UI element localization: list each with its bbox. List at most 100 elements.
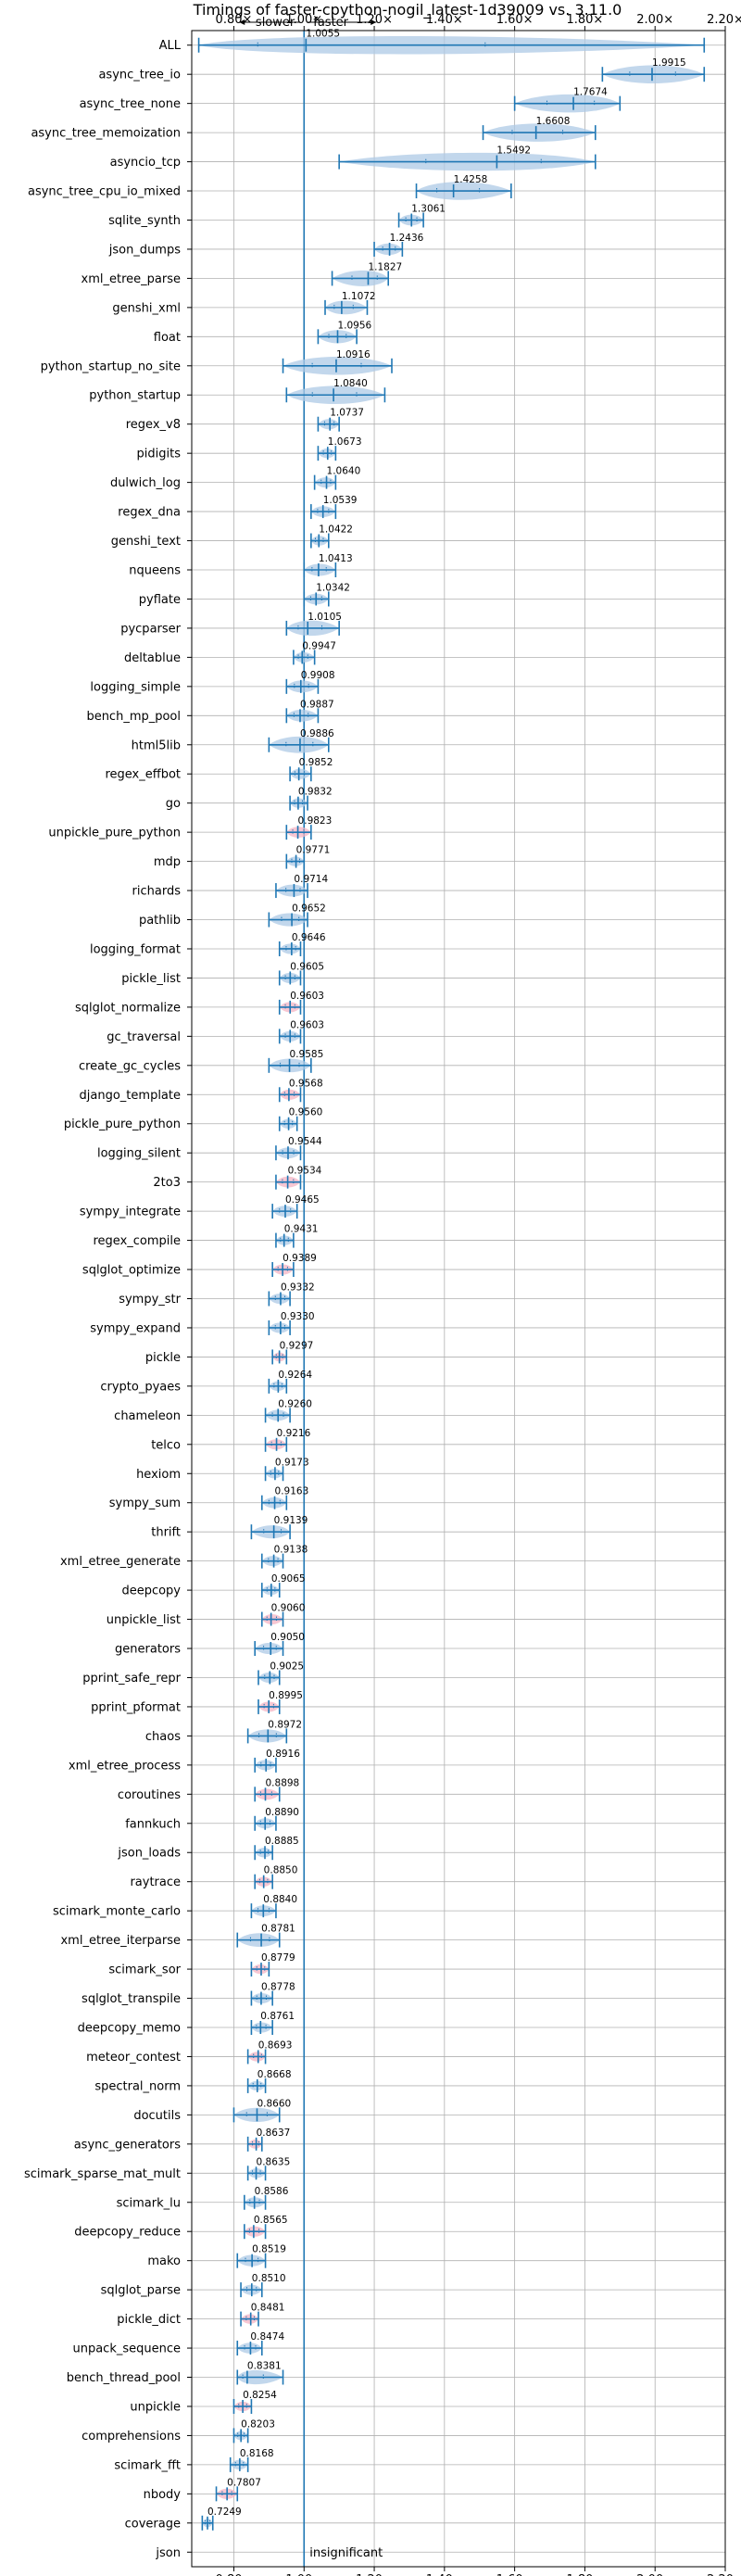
value-label: 0.8481 [251,2303,285,2314]
x-tick-label-bottom: 1.00× [285,2573,322,2576]
chart-title: Timings of faster-cpython-nogil_latest-1… [193,1,622,19]
value-label: 1.0916 [336,349,370,360]
benchmark-name-label: xml_etree_parse [82,272,181,286]
value-label: 0.8916 [266,1749,300,1760]
x-tick-label-bottom: 2.20× [707,2573,741,2576]
benchmark-name-label: sqlglot_transpile [82,1992,181,2006]
value-label: 0.9560 [289,1107,323,1118]
x-tick-label-top: 1.60× [496,13,534,27]
value-label: 0.9065 [271,1573,306,1585]
benchmark-name-label: hexiom [136,1468,181,1482]
value-label: 0.9216 [277,1428,311,1439]
benchmark-name-label: asyncio_tcp [110,156,181,170]
value-label: 1.0737 [330,408,364,419]
benchmark-name-label: mako [147,2254,181,2268]
value-label: 1.9915 [652,57,686,69]
benchmark-name-label: gc_traversal [107,1030,181,1044]
value-label: 1.0105 [308,612,342,623]
slower-arrowhead [239,19,245,25]
axes-layer [187,19,726,2571]
benchmark-name-label: scimark_monte_carlo [53,1905,181,1919]
value-label: 0.8693 [258,2039,293,2051]
benchmark-name-label: docutils [133,2109,181,2123]
value-label: 0.8668 [257,2069,292,2080]
benchmark-name-label: logging_format [90,942,181,956]
benchmark-name-label: pyflate [139,593,181,607]
value-label: 0.8778 [261,1982,295,1993]
benchmark-name-label: thrift [151,1526,181,1540]
benchmark-name-label: chaos [145,1730,181,1744]
value-label: 0.8519 [252,2244,286,2255]
value-label: 0.9465 [285,1194,320,1206]
benchmark-name-label: generators [115,1643,181,1657]
benchmark-name-label: regex_compile [93,1234,181,1248]
benchmark-name-label: regex_v8 [126,418,181,432]
value-label: 0.8168 [240,2448,274,2459]
benchmark-name-label: deepcopy [121,1585,181,1598]
x-tick-label-top: 2.00× [636,13,673,27]
benchmark-name-label: pathlib [139,914,181,928]
value-label: 0.8586 [255,2186,289,2197]
plot-frame [191,30,726,2568]
benchmark-name-label: chameleon [114,1409,181,1423]
value-label: 0.9823 [298,815,333,827]
x-tick-label-top: 1.00× [285,13,322,27]
benchmark-name-label: meteor_contest [86,2051,181,2065]
benchmark-name-label: sqlglot_normalize [75,1001,181,1015]
x-tick-label-top: 0.80× [216,13,253,27]
benchmark-name-label: sympy_sum [109,1496,181,1510]
benchmark-name-label: scimark_fft [114,2458,181,2472]
benchmark-name-label: fannkuch [125,1817,181,1831]
benchmark-name-label: create_gc_cycles [79,1059,181,1073]
benchmark-name-label: bench_thread_pool [67,2371,181,2385]
value-label: 0.9603 [290,991,324,1002]
benchmark-name-label: telco [151,1438,181,1452]
benchmark-name-label: logging_simple [90,680,181,694]
value-label: 1.0539 [323,495,358,506]
value-label: 0.9908 [301,670,335,681]
benchmark-name-label: coroutines [118,1788,181,1802]
benchmark-name-label: scimark_sparse_mat_mult [24,2167,181,2181]
benchmark-name-label: pickle [145,1351,181,1365]
value-label: 0.9585 [290,1049,324,1060]
value-label: 0.9297 [280,1340,314,1351]
benchmark-name-label: django_template [80,1089,181,1103]
x-tick-label-bottom: 1.20× [356,2573,393,2576]
benchmark-name-label: pickle_pure_python [64,1118,181,1131]
benchmark-name-label: nbody [144,2488,182,2502]
benchmark-name-label: pycparser [120,622,181,636]
value-label: 1.7674 [573,87,608,98]
value-label: 0.9605 [290,961,324,972]
value-label: 0.8254 [243,2390,277,2401]
benchmark-name-label: sqlglot_parse [101,2284,181,2298]
benchmark-name-label: unpickle_pure_python [48,827,181,840]
value-label: 0.8972 [268,1719,302,1730]
value-label: 0.9603 [290,1019,324,1030]
benchmark-name-label: bench_mp_pool [86,710,181,724]
value-label: 0.8995 [269,1690,303,1701]
value-label: 0.8885 [265,1836,299,1847]
benchmark-name-label: genshi_text [111,535,181,549]
benchmark-name-label: pickle_list [121,972,181,986]
x-tick-label-top: 1.80× [566,13,603,27]
value-label: 1.0640 [327,466,361,477]
value-label: 0.8565 [254,2215,288,2226]
benchmark-name-label: spectral_norm [94,2079,181,2093]
value-label: 1.3061 [411,203,446,214]
benchmark-name-label: deepcopy_reduce [74,2226,181,2240]
benchmark-name-label: nqueens [129,564,181,578]
value-label: 0.9431 [284,1224,319,1235]
benchmark-name-label: go [166,797,181,811]
value-label: 0.8474 [250,2331,284,2342]
x-tick-label-top: 2.20× [707,13,741,27]
value-label: 1.0673 [328,436,362,448]
x-tick-label-top: 1.20× [356,13,393,27]
value-label: 0.8890 [265,1807,299,1818]
benchmark-name-label: async_tree_none [80,97,181,111]
value-label: 0.9544 [288,1136,322,1147]
benchmark-name-label: crypto_pyaes [100,1380,181,1394]
value-label: 0.8637 [257,2128,291,2139]
value-label: 1.0342 [316,582,350,593]
value-label: 0.9947 [302,640,336,651]
benchmark-name-label: logging_silent [97,1147,181,1161]
